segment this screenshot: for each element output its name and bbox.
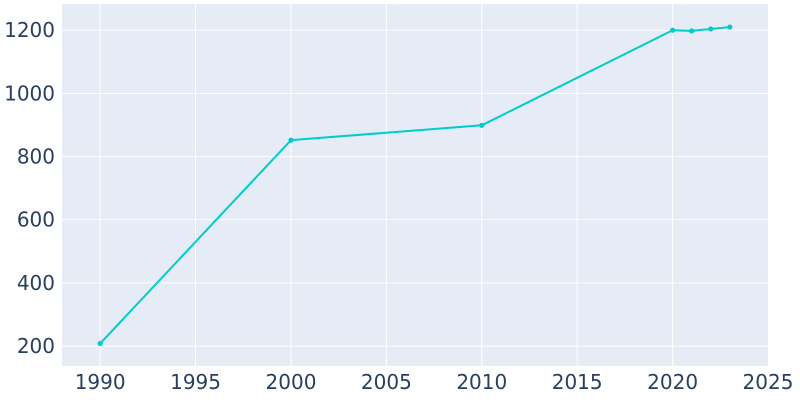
x-tick-label: 2020 xyxy=(647,370,698,394)
x-gridlines xyxy=(99,4,674,366)
data-point xyxy=(689,28,695,34)
data-point xyxy=(479,122,485,128)
x-tick-label: 2025 xyxy=(743,370,794,394)
y-tick-label: 1000 xyxy=(4,81,55,105)
data-point xyxy=(708,26,714,32)
y-tick-label: 400 xyxy=(17,271,55,295)
x-tick-label: 2000 xyxy=(266,370,317,394)
y-tick-label: 1200 xyxy=(4,18,55,42)
x-tick-label: 1990 xyxy=(75,370,126,394)
y-tick-label: 800 xyxy=(17,145,55,169)
x-tick-label: 1995 xyxy=(170,370,221,394)
data-point xyxy=(288,137,294,143)
y-gridlines xyxy=(62,29,768,347)
y-axis-tick-labels: 200 400 600 800 1000 1200 xyxy=(4,18,55,358)
data-series xyxy=(97,24,733,347)
data-point xyxy=(669,27,676,33)
y-tick-label: 200 xyxy=(17,334,55,358)
data-point xyxy=(727,24,733,30)
x-tick-label: 2005 xyxy=(361,370,412,394)
data-point xyxy=(97,340,103,347)
x-tick-label: 2015 xyxy=(552,370,603,394)
y-tick-label: 600 xyxy=(17,208,55,232)
plot-background xyxy=(62,4,768,366)
x-tick-label: 2010 xyxy=(456,370,507,394)
x-axis-tick-labels: 1990 1995 2000 2005 2010 2015 2020 2025 xyxy=(75,370,794,394)
